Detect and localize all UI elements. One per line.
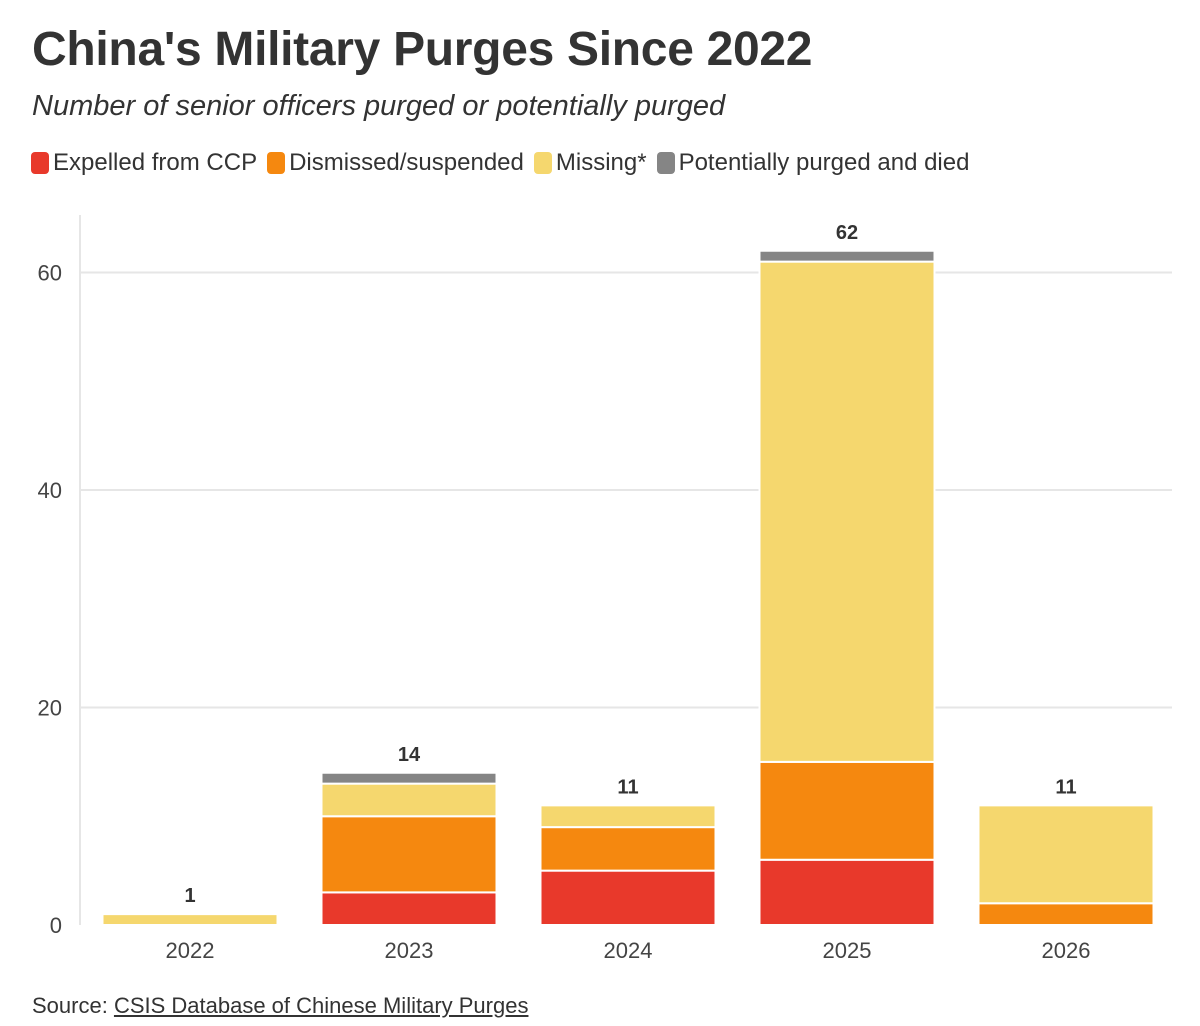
source-link[interactable]: CSIS Database of Chinese Military Purges [113, 993, 529, 1018]
x-tick-label-2025: 2025 [823, 938, 872, 963]
chart-subtitle: Number of senior officers purged or pote… [32, 90, 726, 122]
legend-label-missing: Missing* [555, 149, 647, 176]
bar-2025-dismissed [758, 760, 936, 861]
label-layer: 0 20 40 60 1 2022 14 2023 11 2024 62 2025 11 2026 [38, 222, 1091, 963]
bar-2025-missing [758, 260, 936, 763]
total-label-2023: 14 [398, 744, 421, 766]
y-tick-label-20: 20 [38, 696, 62, 721]
total-label-2022: 1 [184, 885, 195, 907]
total-label-2024: 11 [617, 776, 638, 798]
bar-2023-dismissed [320, 815, 498, 894]
bar-2023-expelled [320, 891, 498, 926]
legend-swatch-expelled [31, 152, 49, 174]
legend-item-died: Potentially purged and died [656, 149, 970, 177]
y-tick-label-0: 0 [50, 913, 62, 938]
chart-legend: Expelled from CCP Dismissed/suspended Mi… [31, 149, 979, 177]
x-tick-label-2022: 2022 [166, 938, 215, 963]
y-tick-label-60: 60 [38, 261, 62, 286]
legend-item-dismissed: Dismissed/suspended [267, 149, 524, 177]
stacked-bar-chart: 0 20 40 60 1 2022 14 2023 11 2024 62 2025 11 2026 [38, 215, 1172, 963]
bar-2026-dismissed [977, 902, 1155, 926]
legend-label-dismissed: Dismissed/suspended [289, 149, 524, 176]
legend-item-expelled: Expelled from CCP [31, 149, 257, 177]
bar-2023-died [320, 771, 498, 785]
grid-layer [79, 215, 1172, 925]
bar-2025-died [758, 249, 936, 263]
bar-2023-missing [320, 782, 498, 818]
bar-2025-expelled [758, 858, 936, 926]
legend-item-missing: Missing* [533, 149, 647, 177]
total-label-2025: 62 [836, 222, 858, 244]
bar-2022-missing [101, 913, 279, 926]
source-note: Source: CSIS Database of Chinese Militar… [32, 993, 528, 1019]
y-tick-label-40: 40 [38, 478, 62, 503]
x-tick-label-2023: 2023 [385, 938, 434, 963]
x-tick-label-2026: 2026 [1042, 938, 1091, 963]
bar-layer [101, 249, 1155, 926]
legend-swatch-died [656, 152, 675, 174]
bar-2026-missing [977, 804, 1155, 905]
bar-2024-dismissed [539, 826, 717, 872]
bar-2024-expelled [539, 869, 717, 926]
chart-title: China's Military Purges Since 2022 [32, 23, 813, 76]
legend-swatch-dismissed [267, 152, 286, 174]
bar-2024-missing [539, 804, 717, 829]
legend-label-expelled: Expelled from CCP [53, 149, 258, 176]
legend-swatch-missing [533, 152, 552, 174]
x-tick-label-2024: 2024 [604, 938, 653, 963]
total-label-2026: 11 [1055, 776, 1076, 798]
source-prefix: Source: [32, 993, 114, 1018]
legend-label-died: Potentially purged and died [678, 149, 970, 176]
